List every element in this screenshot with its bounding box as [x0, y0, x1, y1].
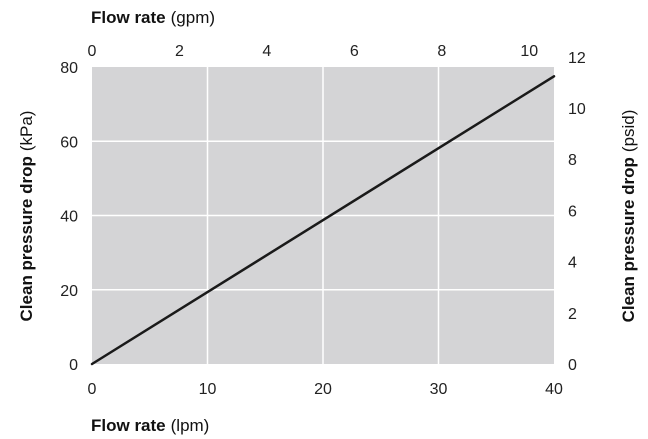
- y-right-axis-title: Clean pressure drop (psid): [619, 110, 638, 323]
- x-bottom-tick-label: 30: [430, 381, 448, 398]
- x-bottom-tick-label: 40: [545, 381, 563, 398]
- x-bottom-tick-labels: 0 10 20 30 40: [88, 381, 563, 398]
- x-top-tick-label: 0: [88, 43, 97, 60]
- grid-lines: [92, 67, 554, 364]
- x-top-axis-title-main: Flow rate: [91, 8, 166, 27]
- y-right-tick-label: 8: [568, 152, 577, 169]
- y-left-tick-label: 80: [60, 60, 78, 77]
- x-top-tick-labels: 0 2 4 6 8 10: [88, 43, 539, 60]
- y-right-tick-label: 12: [568, 50, 586, 67]
- y-right-axis-title-main: Clean pressure drop: [619, 157, 638, 322]
- x-bottom-axis-title: Flow rate (lpm): [91, 416, 209, 435]
- y-left-tick-label: 60: [60, 134, 78, 151]
- y-right-tick-label: 10: [568, 101, 586, 118]
- x-top-axis-title-unit: (gpm): [171, 8, 215, 27]
- x-bottom-tick-label: 20: [314, 381, 332, 398]
- x-top-axis-title: Flow rate (gpm): [91, 8, 215, 27]
- x-top-tick-label: 6: [350, 43, 359, 60]
- y-right-tick-label: 6: [568, 203, 577, 220]
- y-right-tick-labels: 0 2 4 6 8 10 12: [568, 50, 586, 374]
- y-right-axis-title-unit: (psid): [619, 110, 638, 153]
- x-bottom-tick-label: 10: [199, 381, 217, 398]
- x-bottom-axis-title-main: Flow rate: [91, 416, 166, 435]
- y-left-tick-labels: 0 20 40 60 80: [60, 60, 78, 374]
- data-series: [90, 75, 556, 366]
- y-right-tick-label: 0: [568, 357, 577, 374]
- y-left-axis-title-main: Clean pressure drop: [17, 156, 36, 321]
- y-left-axis-title: Clean pressure drop (kPa): [17, 111, 36, 322]
- x-top-tick-label: 10: [520, 43, 538, 60]
- x-bottom-axis-title-unit: (lpm): [171, 416, 210, 435]
- x-top-tick-label: 8: [437, 43, 446, 60]
- x-top-tick-label: 4: [262, 43, 271, 60]
- x-top-tick-label: 2: [175, 43, 184, 60]
- pressure-drop-line: [90, 75, 556, 366]
- y-left-tick-label: 20: [60, 283, 78, 300]
- y-left-axis-title-unit: (kPa): [17, 111, 36, 152]
- y-right-tick-label: 2: [568, 306, 577, 323]
- x-bottom-tick-label: 0: [88, 381, 97, 398]
- y-left-tick-label: 0: [69, 357, 78, 374]
- y-left-tick-label: 40: [60, 209, 78, 226]
- y-right-tick-label: 4: [568, 255, 577, 272]
